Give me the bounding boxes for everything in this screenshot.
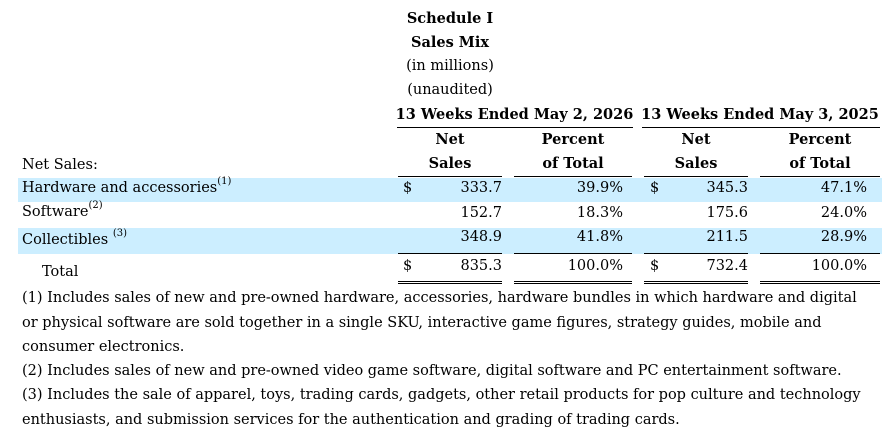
collectibles-sales-2026: 348.9: [460, 229, 502, 245]
schedule-label: Schedule I: [406, 10, 494, 27]
row-shading: [18, 228, 882, 254]
collectibles-sales-2025: 211.5: [706, 229, 748, 245]
col-underline: [644, 176, 748, 177]
row-shading: [18, 178, 882, 202]
subtotal-rule: [514, 253, 632, 254]
col-underline: [398, 176, 502, 177]
period-header-2026: 13 Weeks Ended May 2, 2026: [395, 106, 634, 123]
currency-symbol: $: [650, 258, 660, 274]
total-double-rule: [760, 281, 880, 284]
total-sales-2025: 732.4: [706, 258, 748, 274]
total-pct-2026: 100.0%: [567, 258, 623, 274]
footnote-3: (3) Includes the sale of apparel, toys, …: [22, 387, 861, 428]
col-underline: [760, 176, 880, 177]
col-net-sales-2026-line1: Net: [435, 131, 465, 148]
currency-symbol: $: [650, 180, 660, 196]
col-percent-2026-line2: of Total: [542, 155, 604, 172]
total-sales-2026: 835.3: [460, 258, 502, 274]
col-net-sales-2025-line2: Sales: [674, 155, 718, 172]
units-label: (in millions): [406, 58, 494, 74]
col-net-sales-2026-line2: Sales: [428, 155, 472, 172]
subtotal-rule: [398, 253, 502, 254]
audit-label: (unaudited): [407, 82, 493, 98]
hardware-sales-2026: 333.7: [460, 180, 502, 196]
currency-symbol: $: [403, 180, 413, 196]
period-header-2025: 13 Weeks Ended May 3, 2025: [641, 106, 879, 123]
table-title: Sales Mix: [410, 34, 489, 51]
col-percent-2025-line1: Percent: [788, 131, 852, 148]
total-double-rule: [514, 281, 632, 284]
row-label-collectibles: Collectibles (3): [22, 228, 127, 248]
footnote-2: (2) Includes sales of new and pre-owned …: [22, 363, 842, 379]
collectibles-pct-2026: 41.8%: [576, 229, 623, 245]
section-label: Net Sales:: [22, 157, 98, 173]
col-percent-2025-line2: of Total: [789, 155, 851, 172]
software-pct-2025: 24.0%: [820, 205, 867, 221]
currency-symbol: $: [403, 258, 413, 274]
col-percent-2026-line1: Percent: [541, 131, 605, 148]
hardware-pct-2026: 39.9%: [576, 180, 623, 196]
period-underline-2025: [642, 127, 880, 128]
software-sales-2025: 175.6: [706, 205, 748, 221]
collectibles-pct-2025: 28.9%: [820, 229, 867, 245]
total-double-rule: [398, 281, 502, 284]
software-sales-2026: 152.7: [460, 205, 502, 221]
subtotal-rule: [644, 253, 748, 254]
col-net-sales-2025-line1: Net: [681, 131, 711, 148]
row-label-hardware: Hardware and accessories(1): [22, 176, 232, 196]
hardware-sales-2025: 345.3: [706, 180, 748, 196]
total-double-rule: [644, 281, 748, 284]
subtotal-rule: [760, 253, 880, 254]
row-label-software: Software(2): [22, 200, 103, 220]
total-pct-2025: 100.0%: [811, 258, 867, 274]
hardware-pct-2025: 47.1%: [820, 180, 867, 196]
period-underline-2026: [397, 127, 633, 128]
col-underline: [514, 176, 632, 177]
footnote-1: (1) Includes sales of new and pre-owned …: [22, 290, 857, 355]
software-pct-2026: 18.3%: [576, 205, 623, 221]
row-label-total: Total: [42, 264, 79, 280]
